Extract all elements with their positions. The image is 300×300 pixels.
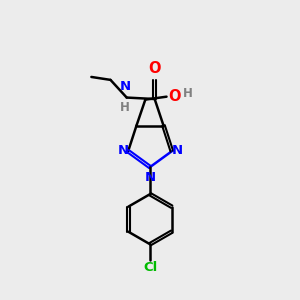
- Text: O: O: [148, 61, 161, 76]
- Text: O: O: [169, 89, 181, 104]
- Text: H: H: [183, 87, 193, 100]
- Text: H: H: [120, 100, 130, 113]
- Text: N: N: [120, 80, 131, 93]
- Text: N: N: [172, 144, 183, 157]
- Text: Cl: Cl: [143, 261, 157, 274]
- Text: N: N: [117, 144, 128, 157]
- Text: N: N: [144, 171, 156, 184]
